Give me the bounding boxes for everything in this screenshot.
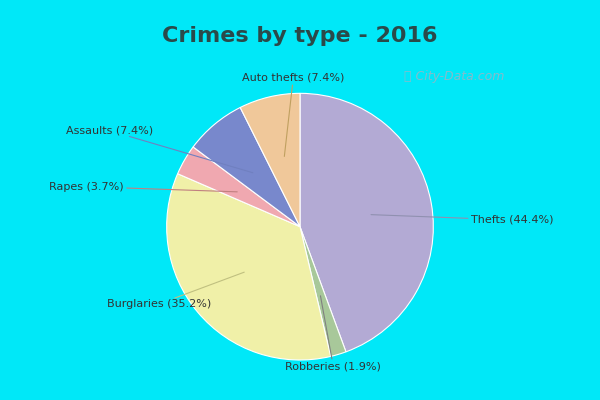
Text: Crimes by type - 2016: Crimes by type - 2016 xyxy=(162,26,438,46)
Wedge shape xyxy=(300,227,346,356)
Text: Burglaries (35.2%): Burglaries (35.2%) xyxy=(107,272,244,309)
Text: Auto thefts (7.4%): Auto thefts (7.4%) xyxy=(242,72,344,156)
Text: ⓘ City-Data.com: ⓘ City-Data.com xyxy=(404,70,505,82)
Wedge shape xyxy=(300,93,433,352)
Text: Robberies (1.9%): Robberies (1.9%) xyxy=(286,296,381,372)
Text: Thefts (44.4%): Thefts (44.4%) xyxy=(371,215,553,225)
Wedge shape xyxy=(167,174,331,360)
Wedge shape xyxy=(193,108,300,227)
Wedge shape xyxy=(178,147,300,227)
Text: Assaults (7.4%): Assaults (7.4%) xyxy=(66,126,253,173)
Wedge shape xyxy=(240,93,300,227)
Text: Rapes (3.7%): Rapes (3.7%) xyxy=(49,182,237,192)
